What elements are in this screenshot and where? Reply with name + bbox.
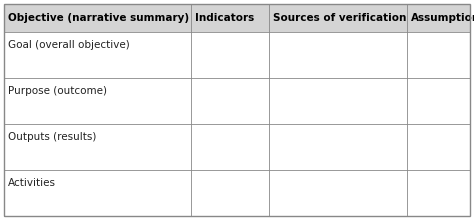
Text: Activities: Activities	[8, 178, 56, 188]
Bar	[4, 78, 191, 124]
Bar	[269, 78, 407, 124]
Bar	[4, 4, 191, 32]
Bar	[269, 4, 407, 32]
Bar	[191, 124, 269, 170]
Text: Purpose (outcome): Purpose (outcome)	[8, 86, 107, 96]
Text: Objective (narrative summary): Objective (narrative summary)	[8, 13, 189, 23]
Bar	[191, 78, 269, 124]
Bar	[191, 170, 269, 216]
Text: Outputs (results): Outputs (results)	[8, 132, 96, 142]
Text: Indicators: Indicators	[195, 13, 254, 23]
Text: Goal (overall objective): Goal (overall objective)	[8, 40, 130, 50]
Bar	[191, 4, 269, 32]
Bar	[269, 124, 407, 170]
Bar	[191, 32, 269, 78]
Bar	[4, 170, 191, 216]
Text: Assumption: Assumption	[411, 13, 474, 23]
Text: Sources of verification: Sources of verification	[273, 13, 407, 23]
Bar	[4, 32, 191, 78]
Bar	[4, 124, 191, 170]
Bar	[269, 32, 407, 78]
Bar	[407, 170, 470, 216]
Bar	[407, 124, 470, 170]
Bar	[407, 32, 470, 78]
Bar	[407, 4, 470, 32]
Bar	[407, 78, 470, 124]
Bar	[269, 170, 407, 216]
